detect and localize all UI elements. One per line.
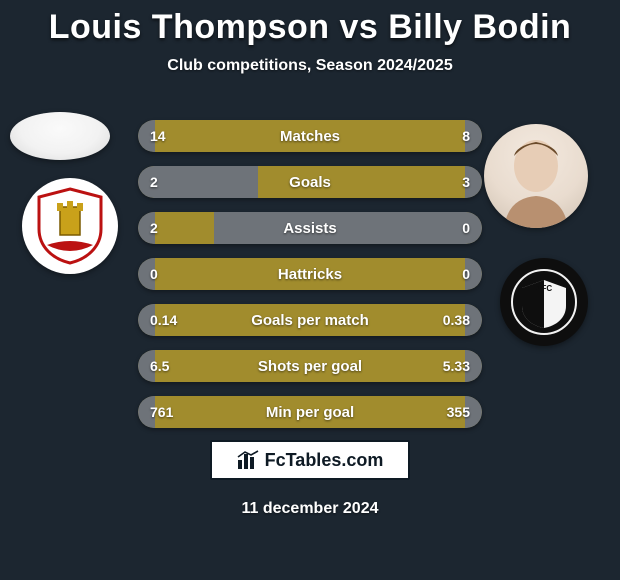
stat-row: Matches148 xyxy=(138,120,482,152)
stat-bar-right-fill xyxy=(465,350,482,382)
stat-row: Goals23 xyxy=(138,166,482,198)
bar-chart-icon xyxy=(237,450,259,470)
svg-text:AFC: AFC xyxy=(536,284,553,293)
stat-bar-left-fill xyxy=(138,350,155,382)
stat-bar-base xyxy=(138,350,482,382)
brand-badge[interactable]: FcTables.com xyxy=(210,440,410,480)
club-badge-icon: AFC xyxy=(510,268,578,336)
brand-text: FcTables.com xyxy=(265,450,384,471)
player-right-avatar xyxy=(484,124,588,228)
person-icon xyxy=(496,136,576,228)
stat-bar-left-fill xyxy=(138,258,155,290)
stat-bar-base xyxy=(138,258,482,290)
stat-bar-right-fill xyxy=(465,396,482,428)
player-left-avatar xyxy=(10,112,110,160)
stat-rows: Matches148 Goals23 Assists20 Hattricks00 Goa… xyxy=(138,120,482,428)
stat-bar-left-fill xyxy=(138,166,258,198)
player-right-club-crest: AFC xyxy=(500,258,588,346)
stat-bar-left-fill xyxy=(138,396,155,428)
stat-row: Goals per match0.140.38 xyxy=(138,304,482,336)
stat-bar-left-fill xyxy=(138,212,155,244)
stat-bar-base xyxy=(138,120,482,152)
date-label: 11 december 2024 xyxy=(0,500,620,518)
comparison-card: Louis Thompson vs Billy Bodin Club compe… xyxy=(0,0,620,580)
stat-bar-right-fill xyxy=(465,258,482,290)
stat-bar-base xyxy=(138,304,482,336)
subtitle: Club competitions, Season 2024/2025 xyxy=(167,57,452,75)
stat-bar-right-fill xyxy=(465,304,482,336)
stat-bar-left-fill xyxy=(138,120,155,152)
stat-bar-right-fill xyxy=(465,120,482,152)
stat-bar-right-fill xyxy=(465,166,482,198)
shield-icon xyxy=(35,187,105,265)
stat-row: Hattricks00 xyxy=(138,258,482,290)
player-left-club-crest xyxy=(22,178,118,274)
stat-bar-right-fill xyxy=(214,212,482,244)
stat-row: Min per goal761355 xyxy=(138,396,482,428)
stat-bar-base xyxy=(138,396,482,428)
stat-row: Shots per goal6.55.33 xyxy=(138,350,482,382)
stat-bar-left-fill xyxy=(138,304,155,336)
stat-row: Assists20 xyxy=(138,212,482,244)
page-title: Louis Thompson vs Billy Bodin xyxy=(49,8,572,47)
